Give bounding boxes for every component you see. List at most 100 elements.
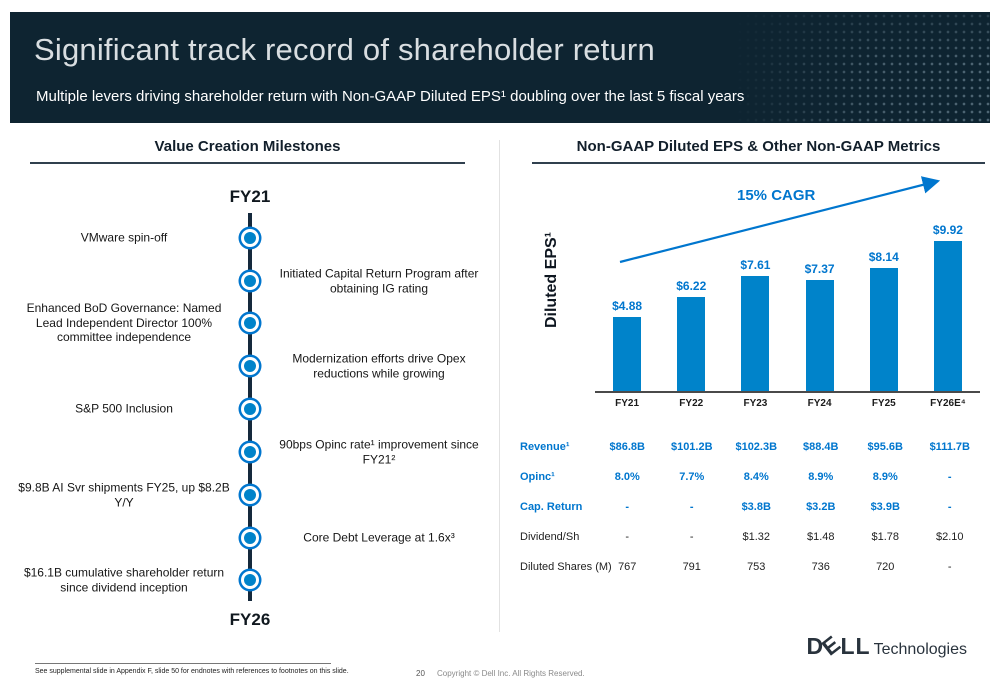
metric-value: - (625, 501, 630, 513)
eps-bar-chart: $4.88 $6.22 $7.61 $7.37 $8.14 $9.92 (595, 223, 980, 393)
metric-value: - (689, 501, 694, 513)
bar-fy24 (805, 280, 834, 391)
metric-row-label: Cap. Return (520, 501, 583, 513)
metric-value: 8.0% (614, 471, 640, 483)
bar-fy23 (741, 276, 770, 391)
metric-value: 8.9% (808, 471, 834, 483)
metric-row-label: Revenue¹ (520, 441, 570, 453)
page-number: 20 (416, 669, 425, 678)
x-axis-label: FY21 (615, 398, 640, 409)
metric-row-label: Dividend/Sh (520, 531, 580, 543)
timeline-node-dot (244, 360, 256, 372)
x-axis-label: FY26E⁴ (930, 398, 966, 409)
bar-group-fy22: $6.22 (659, 279, 723, 391)
metric-value: 720 (876, 561, 895, 573)
panel-divider (499, 140, 500, 632)
bar-value-label: $6.22 (676, 279, 707, 293)
bar-group-fy26e: $9.92 (916, 223, 980, 391)
timeline-node-dot (244, 532, 256, 544)
bar-value-label: $8.14 (868, 250, 899, 264)
metric-value: $1.78 (871, 531, 900, 543)
metric-row-label: Diluted Shares (M) (520, 561, 612, 573)
metric-value: $101.2B (670, 441, 713, 453)
left-panel-title: Value Creation Milestones (30, 138, 465, 164)
metric-value: 8.9% (872, 471, 898, 483)
dell-technologies-logo: DELL Technologies (806, 630, 967, 661)
milestone-text-vmware-spinoff: VMware spin-off (80, 230, 168, 245)
metric-row-label: Opinc¹ (520, 471, 555, 483)
copyright-text: Copyright © Dell Inc. All Rights Reserve… (437, 669, 585, 678)
x-axis-label: FY25 (871, 398, 896, 409)
metric-value: $3.2B (806, 501, 836, 513)
metric-value: $2.10 (935, 531, 964, 543)
metric-value: - (947, 501, 952, 513)
logo-letter: D (806, 633, 825, 659)
x-axis-label: FY22 (679, 398, 704, 409)
technologies-wordmark: Technologies (873, 641, 967, 658)
x-axis-label: FY24 (807, 398, 832, 409)
slide-subtitle: Multiple levers driving shareholder retu… (36, 88, 745, 105)
metric-value: 791 (682, 561, 701, 573)
metric-value: 753 (747, 561, 766, 573)
footnote-divider (35, 663, 331, 664)
bar-group-fy25: $8.14 (852, 250, 916, 391)
milestone-text-opinc-improvement: 90bps Opinc rate¹ improvement since FY21… (279, 437, 479, 466)
bar-fy22 (677, 297, 706, 391)
bar-group-fy24: $7.37 (788, 262, 852, 391)
metric-value: - (625, 531, 630, 543)
milestone-text-sp500-inclusion: S&P 500 Inclusion (75, 401, 173, 416)
bar-fy21 (613, 317, 642, 391)
timeline-end-label: FY26 (229, 610, 271, 629)
metric-value: $95.6B (867, 441, 903, 453)
metric-value: - (947, 471, 952, 483)
bar-group-fy23: $7.61 (723, 258, 787, 391)
bar-fy25 (869, 268, 898, 391)
metric-value: 767 (618, 561, 637, 573)
metric-value: $102.3B (735, 441, 778, 453)
slide-header: Significant track record of shareholder … (10, 12, 990, 123)
bar-fy26e (933, 241, 962, 391)
metric-value: $88.4B (803, 441, 839, 453)
metric-value: $3.8B (741, 501, 771, 513)
milestone-text-capital-return-program: Initiated Capital Return Program after o… (279, 266, 479, 295)
bar-group-fy21: $4.88 (595, 299, 659, 391)
bar-value-label: $4.88 (612, 299, 643, 313)
right-panel-title: Non-GAAP Diluted EPS & Other Non-GAAP Me… (532, 138, 985, 164)
footnote-text: See supplemental slide in Appendix F, sl… (35, 668, 349, 675)
header-dot-pattern-decoration (720, 12, 990, 123)
cagr-trend-arrow (619, 176, 941, 264)
bar-value-label: $9.92 (932, 223, 963, 237)
milestone-text-bod-governance: Enhanced BoD Governance: Named Lead Inde… (26, 301, 222, 345)
dell-wordmark: DELL (806, 630, 871, 661)
x-axis-labels: FY21 FY22 FY23 FY24 FY25 FY26E⁴ (595, 398, 980, 409)
logo-letter: LL (840, 633, 871, 659)
metric-value: $3.9B (870, 501, 900, 513)
metric-value: - (947, 561, 952, 573)
milestone-text-modernization: Modernization efforts drive Opex reducti… (292, 351, 466, 380)
bar-value-label: $7.61 (740, 258, 771, 272)
metric-value: $111.7B (929, 441, 970, 453)
metric-value: $86.8B (609, 441, 645, 453)
bar-value-label: $7.37 (804, 262, 835, 276)
timeline-node-dot (244, 574, 256, 586)
timeline-node-dot (244, 489, 256, 501)
x-axis-label: FY23 (743, 398, 768, 409)
metric-value: 7.7% (679, 471, 705, 483)
metric-value: $1.48 (806, 531, 835, 543)
timeline-node-dot (244, 275, 256, 287)
slide-title: Significant track record of shareholder … (34, 32, 655, 67)
timeline-node-dot (244, 317, 256, 329)
milestone-text-core-debt-leverage: Core Debt Leverage at 1.6x³ (303, 530, 455, 545)
metric-value: 8.4% (743, 471, 769, 483)
metric-value: 736 (811, 561, 830, 573)
milestone-text-ai-server-shipments: $9.8B AI Svr shipments FY25, up $8.2B Y/… (18, 480, 230, 509)
timeline-start-label: FY21 (229, 187, 271, 206)
timeline-node-dot (244, 446, 256, 458)
milestone-text-cumulative-return: $16.1B cumulative shareholder return sin… (23, 565, 225, 594)
metrics-table: Revenue¹ $86.8B $101.2B $102.3B $88.4B $… (520, 432, 982, 582)
metric-value: - (689, 531, 694, 543)
timeline-node-dot (244, 232, 256, 244)
metric-value: $1.32 (742, 531, 771, 543)
timeline-node-dot (244, 403, 256, 415)
